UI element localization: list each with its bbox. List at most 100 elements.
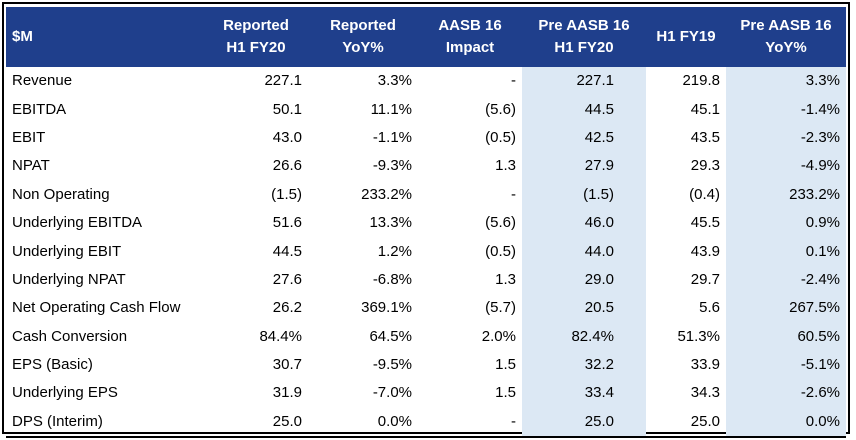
cell-h1fy19: 34.3 xyxy=(690,384,720,402)
header-line1: Pre AASB 16 xyxy=(538,17,630,34)
header-label-column: $M xyxy=(6,7,204,67)
table-row: Revenue 227.1 3.3% -227.1 219.8 3.3% xyxy=(6,67,846,96)
row-label: DPS (Interim) xyxy=(6,407,204,439)
cell-reported-yoy: -9.3% xyxy=(372,157,412,175)
cell-reported-h1fy20: 25.0 xyxy=(204,407,308,439)
cell-pre-aasb16-yoy: 0.1% xyxy=(726,237,846,266)
cell-h1fy19: 43.9 xyxy=(690,242,720,260)
cell-reported-h1fy20: 50.1 xyxy=(272,100,302,118)
cell-aasb16-impact: 1.3 xyxy=(495,157,516,175)
row-label: EPS (Basic) xyxy=(12,356,93,374)
table-row: Underlying EBITDA 51.6 13.3% (5.6) 46.0 45.5 0… xyxy=(6,208,846,238)
cell-aasb16-impact: (0.5) xyxy=(485,128,516,146)
cell-reported-h1fy20: 26.2 xyxy=(272,299,302,317)
header-line2: Impact xyxy=(445,39,495,56)
header-reported-yoy: Reported YoY% xyxy=(308,7,418,67)
cell-reported-yoy: 11.1% xyxy=(370,100,412,118)
header-h1fy19: H1 FY19 xyxy=(646,7,726,67)
cell-reported-yoy: -1.1% xyxy=(372,128,412,146)
cell-aasb16-impact: 1.5 xyxy=(495,356,516,374)
table-row: EBITDA 50.1 11.1% (5.6) 44.5 45.1 -1.4% xyxy=(6,95,846,124)
header-line2: YoY% xyxy=(765,39,807,56)
cell-reported-yoy: 3.3% xyxy=(377,72,412,90)
cell-reported-h1fy20: 84.4% xyxy=(259,327,302,345)
table-row: Non Operating (1.5) 233.2% - (1.5) (0.4) 233.2… xyxy=(6,180,846,209)
cell-reported-yoy: 0.0% xyxy=(308,407,418,439)
cell-h1fy19: 29.7 xyxy=(690,270,720,288)
row-label: EBITDA xyxy=(12,100,67,118)
cell-reported-yoy: 369.1% xyxy=(361,299,412,317)
row-label: Non Operating xyxy=(12,185,110,203)
cell-aasb16-impact: (5.6) xyxy=(485,100,516,118)
cell-pre-aasb16-h1fy20: 27.9 xyxy=(522,152,646,181)
table-row: Underlying NPAT 27.6 -6.8% 1.3 29.0 29.7 -2.4% xyxy=(6,265,846,295)
cell-pre-aasb16-h1fy20: 46.0 xyxy=(522,208,646,238)
financial-summary-table: $M Reported H1 FY20 Reported YoY% AASB 1… xyxy=(6,7,846,439)
header-line1: AASB 16 xyxy=(438,17,502,34)
cell-h1fy19: 45.5 xyxy=(690,214,720,232)
cell-h1fy19: 219.8 xyxy=(682,72,720,90)
row-label: Underlying EBITDA xyxy=(12,214,143,232)
row-label: Underlying NPAT xyxy=(12,270,126,288)
cell-reported-yoy: -9.5% xyxy=(372,356,412,374)
row-label: Cash Conversion xyxy=(12,327,128,345)
cell-reported-yoy: 13.3% xyxy=(369,214,412,232)
cell-h1fy19: 33.9 xyxy=(690,356,720,374)
cell-pre-aasb16-h1fy20: 82.4% xyxy=(522,322,646,351)
table-row: Net Operating Cash Flow 26.2 369.1% (5.7) 20… xyxy=(6,294,846,323)
header-line2: YoY% xyxy=(342,39,384,56)
header-line1: Pre AASB 16 xyxy=(740,17,832,34)
cell-h1fy19: 51.3% xyxy=(677,327,720,345)
header-pre-aasb16-yoy: Pre AASB 16 YoY% xyxy=(726,7,846,67)
row-label: EBIT xyxy=(12,128,46,146)
row-label: Net Operating Cash Flow xyxy=(12,299,181,317)
cell-aasb16-impact: 1.3 xyxy=(495,270,516,288)
cell-pre-aasb16-h1fy20: 20.5 xyxy=(522,294,646,323)
cell-aasb16-impact: (5.6) xyxy=(485,214,516,232)
cell-pre-aasb16-h1fy20: 25.0 xyxy=(522,407,646,439)
cell-pre-aasb16-h1fy20: 33.4 xyxy=(522,379,646,408)
cell-h1fy19: (0.4) xyxy=(689,185,720,203)
cell-pre-aasb16-yoy: 3.3% xyxy=(726,67,846,96)
table-row: EBIT 43.0 -1.1% (0.5) 42.5 43.5 -2.3% xyxy=(6,123,846,153)
cell-reported-yoy: 64.5% xyxy=(369,327,412,345)
cell-pre-aasb16-h1fy20: (1.5) xyxy=(522,180,646,209)
cell-aasb16-impact: - xyxy=(511,185,516,203)
cell-pre-aasb16-yoy: -2.3% xyxy=(726,123,846,153)
cell-pre-aasb16-yoy: 0.0% xyxy=(726,407,846,439)
row-label: Revenue xyxy=(12,72,73,90)
cell-reported-h1fy20: 43.0 xyxy=(272,128,302,146)
header-line1: Reported xyxy=(330,17,396,34)
table-body: Revenue 227.1 3.3% - 227.1 219.8 3.3% EBITDA 50.… xyxy=(6,67,846,439)
cell-reported-h1fy20: 44.5 xyxy=(272,242,302,260)
row-label: Underlying EBIT xyxy=(12,242,122,260)
cell-pre-aasb16-h1fy20: 42.5 xyxy=(522,123,646,153)
cell-aasb16-impact: (0.5) xyxy=(485,242,516,260)
cell-h1fy19: 43.5 xyxy=(690,128,720,146)
cell-reported-yoy: -6.8% xyxy=(372,270,412,288)
cell-h1fy19: 5.6 xyxy=(699,299,720,317)
cell-pre-aasb16-yoy: -1.4% xyxy=(726,95,846,124)
cell-pre-aasb16-yoy: 267.5% xyxy=(726,294,846,323)
header-line2: H1 FY20 xyxy=(554,39,614,56)
table-row: EPS (Basic) 30.7 -9.5% 1.5 32.2 33.9 -5.1% xyxy=(6,350,846,380)
cell-pre-aasb16-yoy: -2.4% xyxy=(726,265,846,295)
cell-h1fy19: 25.0 xyxy=(646,407,726,439)
cell-pre-aasb16-h1fy20: 227.1 xyxy=(522,67,646,96)
header-line1: H1 FY19 xyxy=(656,28,716,45)
cell-reported-h1fy20: 31.9 xyxy=(272,384,302,402)
cell-h1fy19: 29.3 xyxy=(690,157,720,175)
header-row: $M Reported H1 FY20 Reported YoY% AASB 1… xyxy=(6,7,846,67)
cell-reported-h1fy20: 227.1 xyxy=(264,72,302,90)
table-row: DPS (Interim) 25.0 0.0% -25.0 25.0 0.0% xyxy=(6,407,846,439)
cell-reported-h1fy20: 30.7 xyxy=(272,356,302,374)
table-row: Underlying EBIT 44.5 1.2% (0.5) 44.0 43.9 0.1% xyxy=(6,237,846,266)
row-label: NPAT xyxy=(12,157,50,175)
header-line2: H1 FY20 xyxy=(226,39,286,56)
cell-aasb16-impact: 1.5 xyxy=(495,384,516,402)
table-row: Cash Conversion 84.4% 64.5% 2.0% 82.4% 51.3% 6… xyxy=(6,322,846,351)
cell-reported-yoy: 233.2% xyxy=(361,185,412,203)
cell-reported-h1fy20: 51.6 xyxy=(272,214,302,232)
header-line1: Reported xyxy=(223,17,289,34)
